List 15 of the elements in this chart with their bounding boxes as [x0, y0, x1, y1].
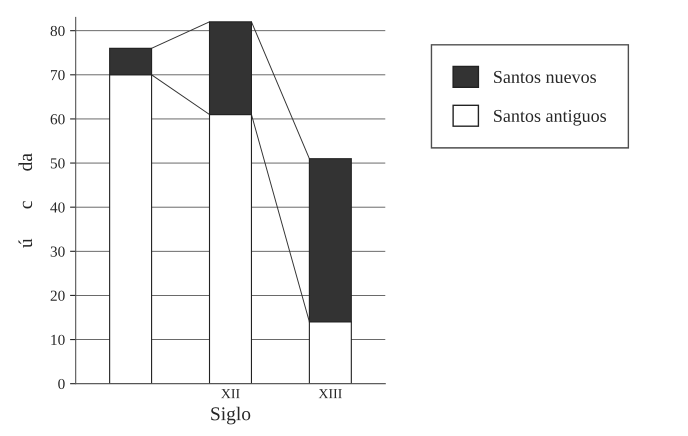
x-tick-label: XII [221, 389, 240, 398]
y-tick-label: 0 [58, 378, 65, 390]
y-tick-label: 50 [50, 158, 65, 169]
y-tick-label: 70 [50, 70, 65, 80]
y-tick-label: 10 [51, 334, 65, 346]
y-tick-label: 20 [50, 290, 65, 301]
legend-label: Santos nuevos [494, 70, 596, 84]
y-tick-label: 30 [50, 246, 65, 257]
y-tick-label: 40 [50, 202, 65, 213]
x-axis-title: Siglo [211, 406, 250, 424]
y-axis-title: ú c da [18, 153, 32, 248]
y-tick-label: 80 [50, 26, 65, 36]
y-tick-label: 60 [50, 114, 65, 124]
x-tick-label: XIII [318, 389, 342, 398]
legend-label: Santos antiguos [494, 110, 606, 126]
